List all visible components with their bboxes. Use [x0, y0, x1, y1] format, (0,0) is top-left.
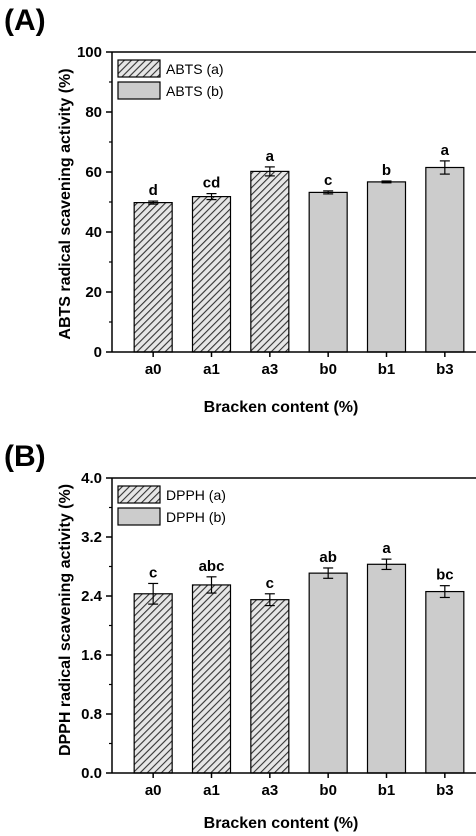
significance-label: a	[266, 148, 275, 165]
bar	[250, 170, 290, 353]
bar	[308, 191, 348, 353]
legend-label: DPPH (a)	[166, 487, 226, 503]
legend: ABTS (a) ABTS (b)	[117, 59, 224, 100]
legend: DPPH (a) DPPH (b)	[117, 485, 226, 526]
y-tick-label: 2.4	[81, 588, 103, 605]
axes: a0 a1 a3 b0 b1 b3 0.0 0.8 1.6 2.4 3.2 4.0	[81, 470, 476, 799]
y-tick-label: 3.2	[81, 529, 102, 546]
y-axis-title: DPPH radical scavening activity (%)	[57, 484, 74, 756]
y-tick-label: 1.6	[81, 647, 102, 664]
y-tick-label: 4.0	[81, 470, 102, 487]
legend-label: ABTS (a)	[166, 61, 224, 77]
significance-label: ab	[319, 549, 337, 566]
y-tick-label: 60	[85, 164, 102, 181]
chart-panel-a: (A) d cd a c b a a0 a1 a3 b0 b1 b3 0 20 40 60 80 100 ABT…	[4, 4, 476, 416]
legend-swatch	[117, 507, 161, 526]
bar	[250, 599, 290, 774]
bar-marks: d cd a c b a	[133, 142, 465, 353]
significance-label: a	[382, 540, 391, 557]
significance-label: c	[149, 564, 157, 581]
bar	[366, 181, 407, 353]
y-tick-label: 80	[85, 104, 102, 121]
significance-label: b	[382, 162, 391, 179]
significance-label: cd	[203, 175, 221, 192]
bar	[366, 563, 407, 774]
legend-label: ABTS (b)	[166, 83, 224, 99]
bar	[308, 572, 348, 774]
x-tick-label: b1	[378, 361, 396, 378]
bar	[191, 196, 232, 353]
bar	[133, 593, 173, 774]
x-tick-label: b1	[378, 782, 396, 799]
x-tick-label: a1	[203, 361, 220, 378]
panel-label: (B)	[4, 440, 46, 473]
x-tick-label: a0	[145, 361, 162, 378]
panel-label: (A)	[4, 4, 46, 37]
legend-swatch	[117, 81, 161, 100]
x-axis-title: Bracken content (%)	[204, 399, 359, 416]
y-tick-label: 0.0	[81, 765, 102, 782]
bar	[133, 202, 173, 353]
bar	[191, 584, 232, 774]
x-tick-label: a3	[261, 782, 278, 799]
x-tick-label: b0	[319, 782, 337, 799]
significance-label: a	[441, 142, 450, 159]
legend-swatch	[117, 485, 161, 504]
significance-label: bc	[436, 567, 454, 584]
significance-label: d	[149, 182, 158, 199]
y-tick-label: 40	[85, 224, 102, 241]
axes: a0 a1 a3 b0 b1 b3 0 20 40 60 80 100	[77, 44, 476, 378]
x-tick-label: a0	[145, 782, 162, 799]
x-tick-label: a3	[261, 361, 278, 378]
bar	[425, 166, 465, 353]
x-tick-label: b0	[319, 361, 337, 378]
y-tick-label: 0.8	[81, 706, 102, 723]
significance-label: abc	[199, 558, 225, 575]
y-tick-label: 100	[77, 44, 102, 61]
significance-label: c	[266, 575, 274, 592]
legend-swatch	[117, 59, 161, 78]
y-tick-label: 0	[94, 344, 102, 361]
legend-label: DPPH (b)	[166, 509, 226, 525]
x-tick-label: b3	[436, 782, 454, 799]
x-tick-label: b3	[436, 361, 454, 378]
y-axis-title: ABTS radical scavening activity (%)	[57, 68, 74, 339]
significance-label: c	[324, 172, 332, 189]
x-tick-label: a1	[203, 782, 220, 799]
x-axis-title: Bracken content (%)	[204, 815, 359, 832]
y-tick-label: 20	[85, 284, 102, 301]
bar	[425, 590, 465, 774]
